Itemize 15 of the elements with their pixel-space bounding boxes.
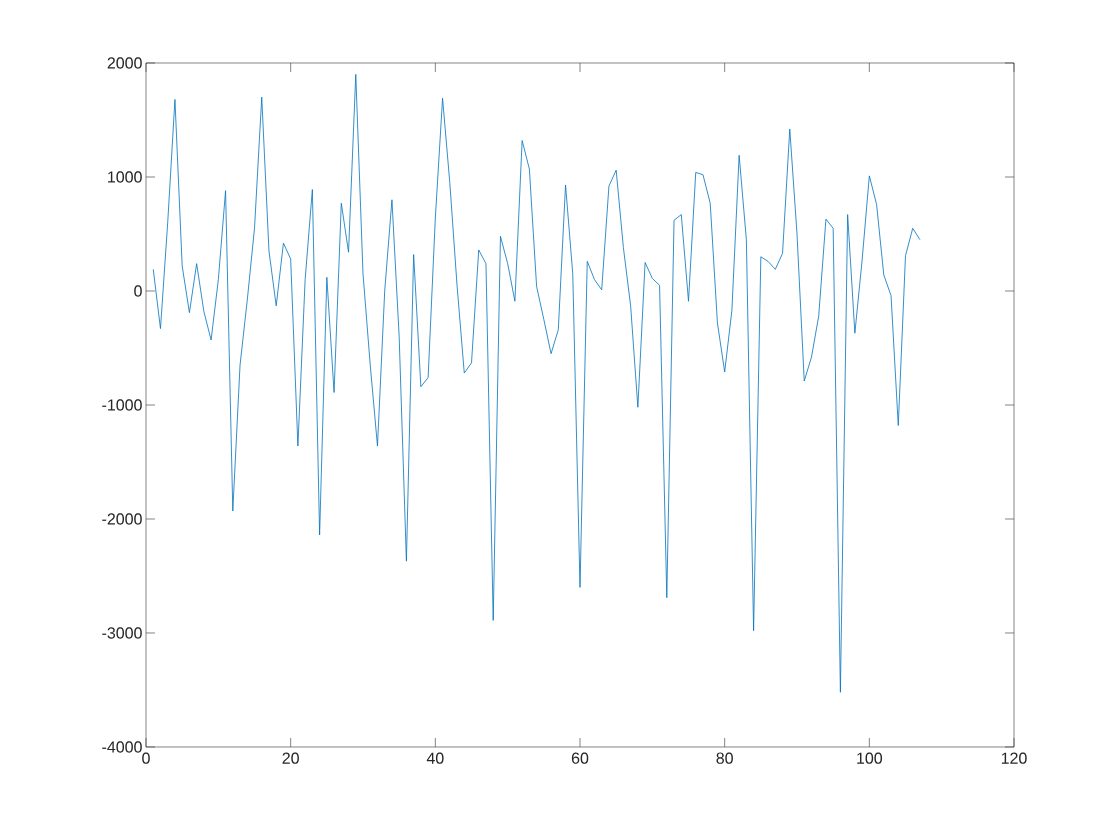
- x-tick-label: 40: [426, 752, 444, 764]
- line-series: [152, 73, 921, 693]
- y-tick-label: 1000: [108, 171, 142, 183]
- y-tick-label: -3000: [102, 627, 142, 639]
- y-tick-label: 0: [134, 285, 142, 297]
- x-tick-label: 0: [142, 752, 150, 764]
- y-tick-label: -4000: [102, 741, 142, 753]
- y-tick-label: 2000: [107, 57, 142, 69]
- x-tick-label: 80: [716, 752, 733, 764]
- y-tick-label: -1000: [102, 399, 142, 411]
- x-tick-label: 100: [857, 752, 883, 764]
- x-tick-label: 20: [282, 752, 299, 764]
- x-tick-label: 120: [1001, 752, 1027, 764]
- y-tick-label: -2000: [102, 513, 142, 525]
- x-tick-label: 60: [571, 752, 589, 764]
